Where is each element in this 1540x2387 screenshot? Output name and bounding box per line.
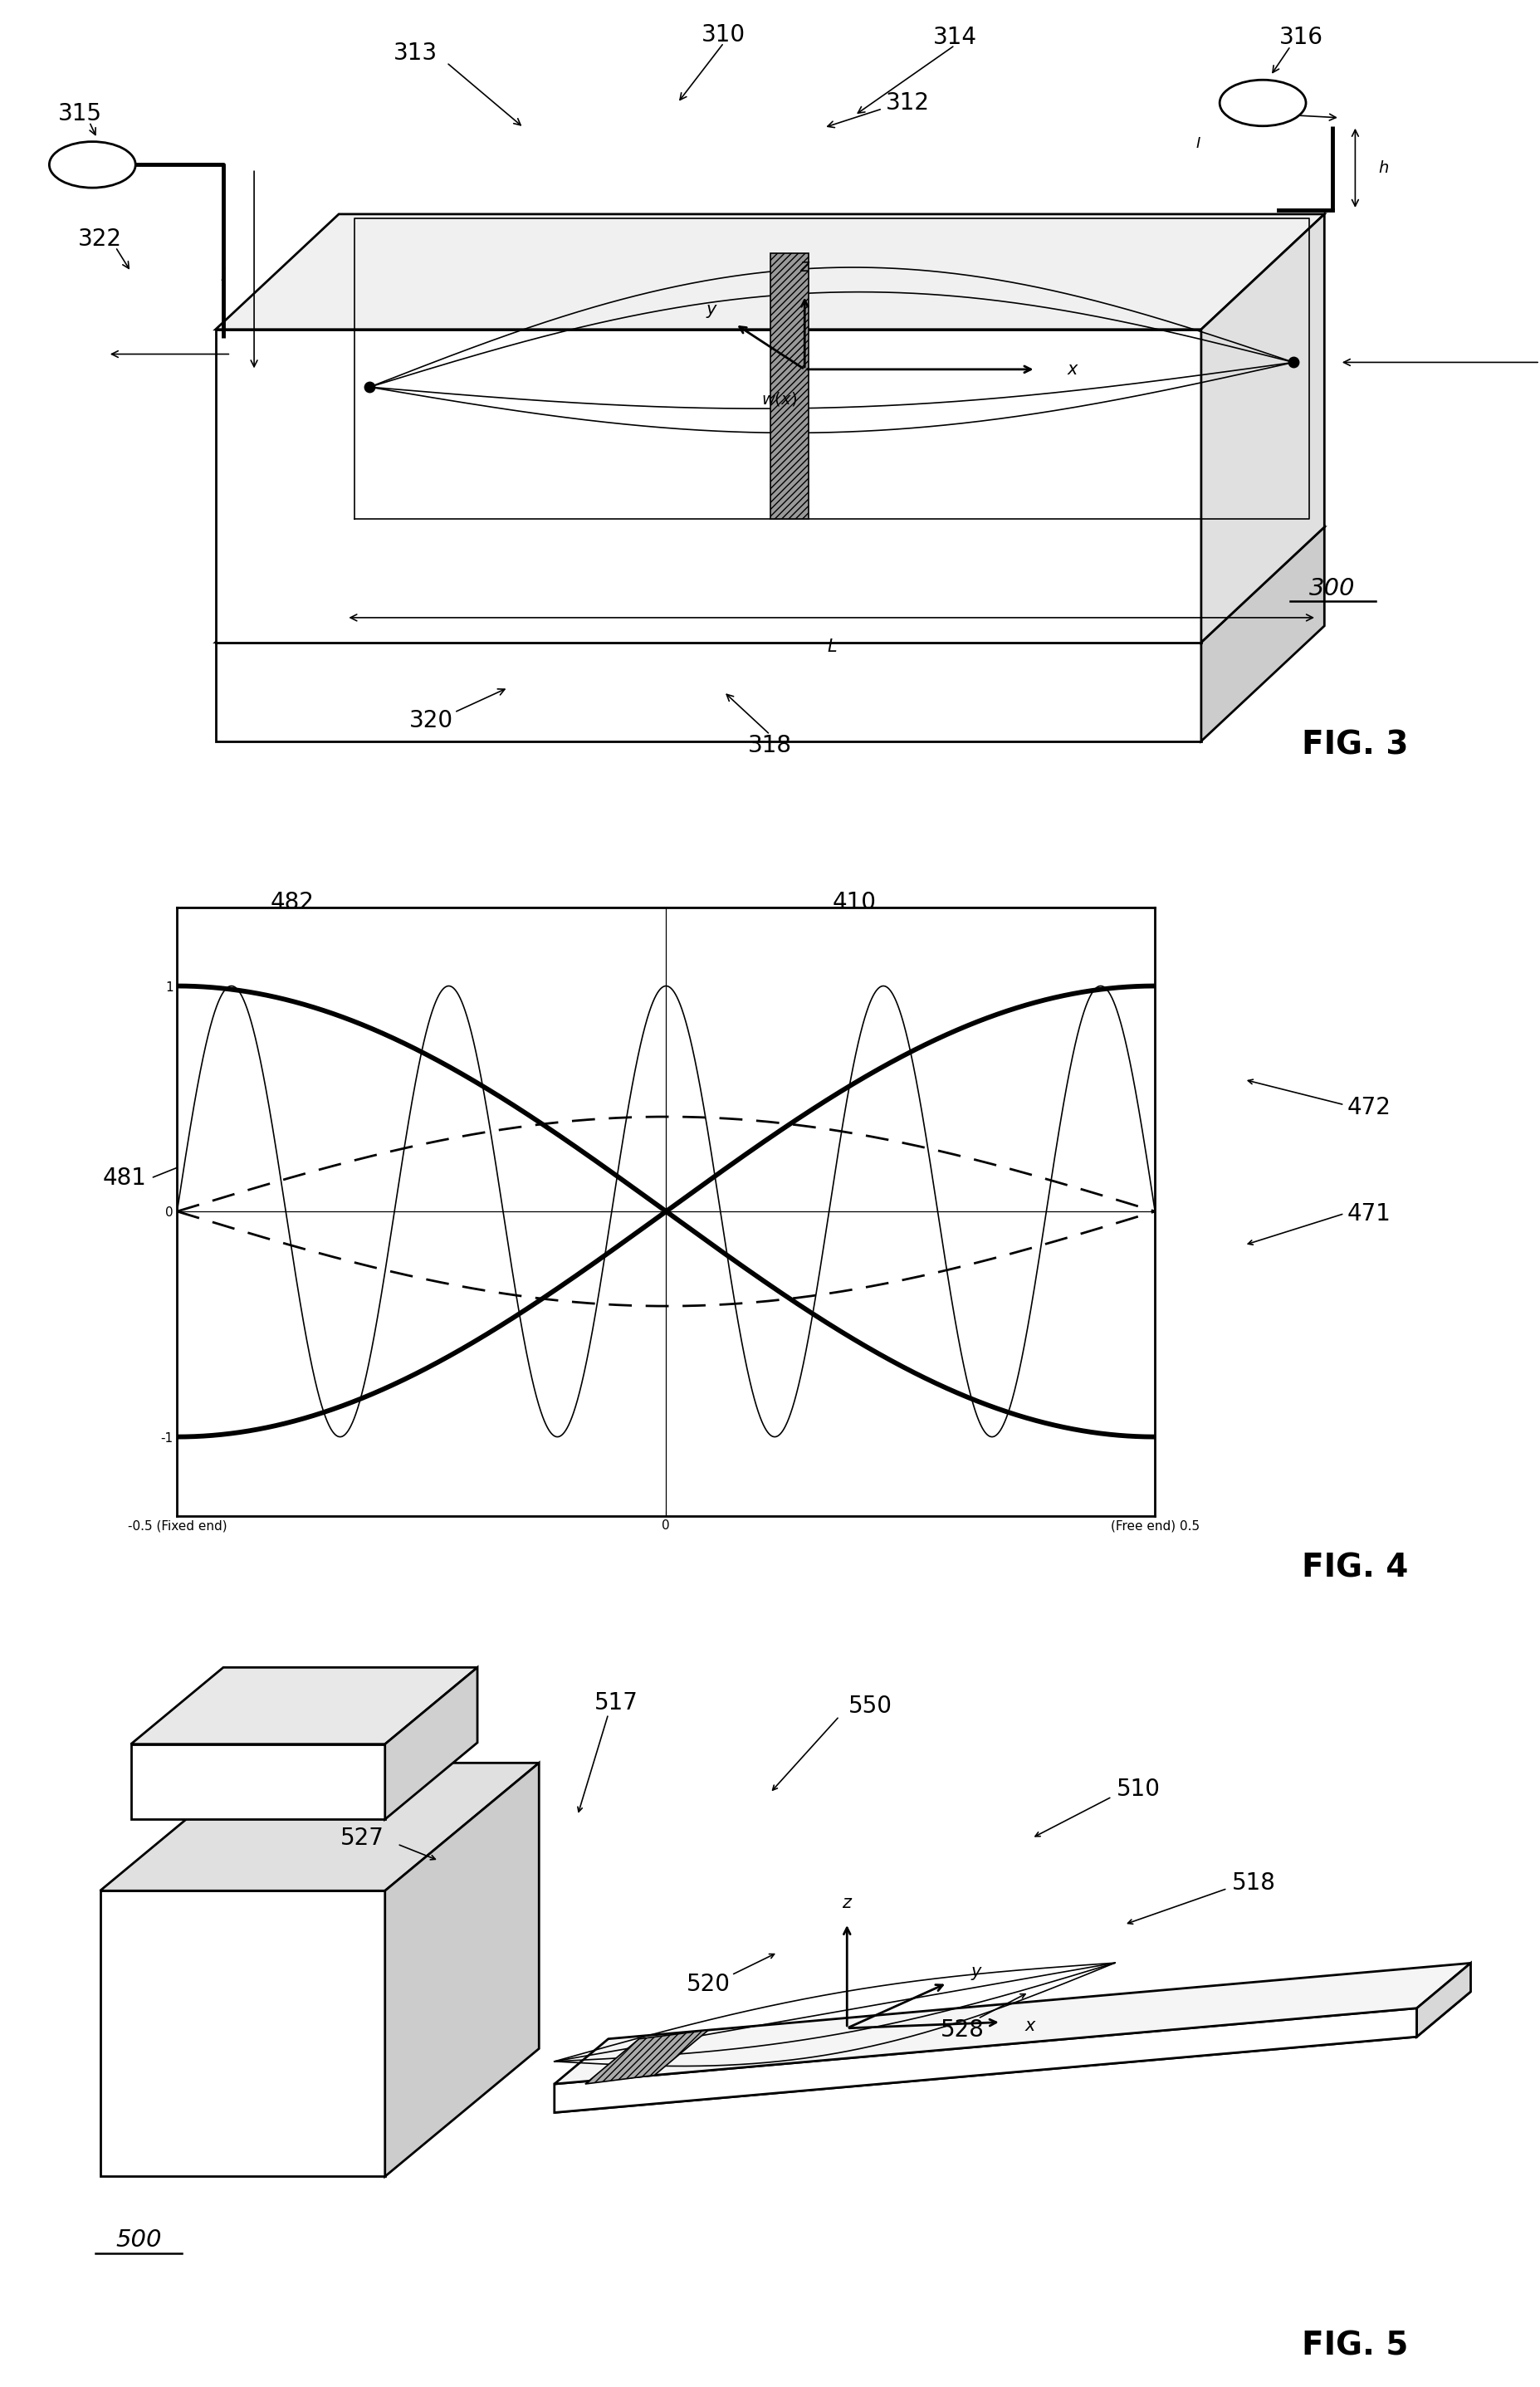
- Polygon shape: [554, 2007, 1417, 2112]
- Text: 300: 300: [1309, 578, 1355, 602]
- Text: 500: 500: [116, 2229, 162, 2251]
- Text: 318: 318: [748, 733, 792, 757]
- Text: FIG. 5: FIG. 5: [1301, 2330, 1409, 2361]
- Circle shape: [49, 141, 136, 189]
- Polygon shape: [554, 1962, 1471, 2084]
- Text: 471: 471: [1348, 1203, 1392, 1225]
- Polygon shape: [100, 1764, 539, 1891]
- Polygon shape: [216, 329, 1201, 642]
- Text: $x$: $x$: [1066, 360, 1080, 377]
- Polygon shape: [216, 642, 1201, 740]
- Polygon shape: [585, 2029, 708, 2084]
- Circle shape: [1220, 79, 1306, 127]
- Text: 528: 528: [941, 2019, 984, 2041]
- Text: 517: 517: [594, 1690, 638, 1714]
- Text: $x$: $x$: [1024, 2017, 1036, 2034]
- Polygon shape: [216, 528, 1324, 642]
- Text: $w(x)$: $w(x)$: [761, 389, 798, 408]
- Text: 481: 481: [102, 1167, 146, 1189]
- Polygon shape: [1417, 1962, 1471, 2036]
- Text: 312: 312: [886, 91, 930, 115]
- Text: $z$: $z$: [799, 258, 810, 275]
- Text: 510: 510: [1116, 1778, 1161, 1800]
- Text: 310: 310: [702, 24, 745, 45]
- Text: $I$: $I$: [1195, 136, 1201, 150]
- Polygon shape: [554, 1991, 1471, 2112]
- Text: $h$: $h$: [1378, 160, 1389, 177]
- Text: 560: 560: [194, 1695, 237, 1719]
- Text: 313: 313: [394, 43, 437, 64]
- Text: 518: 518: [1232, 1871, 1277, 1895]
- Polygon shape: [385, 1764, 539, 2177]
- Text: 322: 322: [79, 227, 122, 251]
- Polygon shape: [1201, 215, 1324, 642]
- Text: $z$: $z$: [841, 1895, 853, 1912]
- Text: 320: 320: [410, 709, 453, 733]
- Text: $y$: $y$: [970, 1965, 983, 1981]
- Text: 314: 314: [933, 26, 976, 48]
- Text: 316: 316: [1280, 26, 1323, 48]
- Polygon shape: [216, 215, 1324, 329]
- Text: 472: 472: [1348, 1096, 1392, 1120]
- Text: $L$: $L$: [827, 637, 836, 654]
- Text: 527: 527: [340, 1826, 383, 1850]
- Text: FIG. 4: FIG. 4: [1301, 1552, 1409, 1585]
- Polygon shape: [1201, 528, 1324, 740]
- Polygon shape: [770, 253, 808, 518]
- Polygon shape: [131, 1669, 477, 1745]
- Text: 315: 315: [59, 103, 102, 124]
- Text: FIG. 3: FIG. 3: [1301, 730, 1409, 761]
- Polygon shape: [100, 1891, 385, 2177]
- Text: 550: 550: [849, 1695, 892, 1719]
- Polygon shape: [385, 1669, 477, 1819]
- Text: 410: 410: [833, 890, 876, 914]
- Text: 520: 520: [687, 1974, 730, 1996]
- Polygon shape: [131, 1745, 385, 1819]
- Text: $y$: $y$: [705, 303, 719, 320]
- Text: 482: 482: [271, 890, 314, 914]
- Text: $I$: $I$: [220, 267, 226, 284]
